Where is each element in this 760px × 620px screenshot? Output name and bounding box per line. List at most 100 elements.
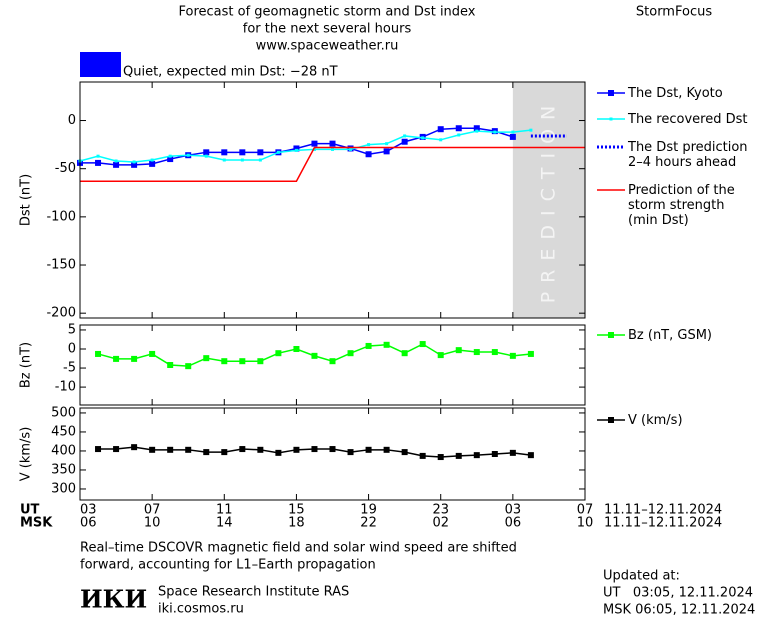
point [311, 140, 318, 147]
institute: Space Research Institute RAS [158, 585, 349, 600]
y-tick-label: -100 [46, 209, 76, 224]
point [221, 149, 228, 156]
point [149, 350, 156, 357]
point [294, 148, 298, 152]
site: iki.cosmos.ru [158, 602, 244, 617]
x-tick-label: 15 [288, 503, 305, 518]
point [509, 352, 516, 359]
point [203, 355, 210, 362]
point [475, 129, 479, 133]
point [114, 159, 118, 163]
plot-frame [79, 407, 586, 501]
point [383, 341, 390, 348]
point [221, 358, 228, 365]
point [347, 449, 354, 456]
point [131, 161, 138, 168]
point [473, 452, 480, 459]
point [383, 148, 390, 155]
point [473, 125, 480, 132]
point [491, 349, 498, 356]
y-tick-label: -5 [63, 361, 76, 376]
point [185, 446, 192, 453]
point [455, 452, 462, 459]
point [185, 363, 192, 370]
title-line: for the next several hours [243, 22, 412, 37]
point [509, 449, 516, 456]
x-tick-label: 02 [432, 516, 449, 531]
status-swatch [80, 52, 121, 77]
point [113, 446, 120, 453]
point [365, 446, 372, 453]
y-axis-label: Dst (nT) [19, 174, 34, 226]
x-tick-label: 03 [505, 503, 522, 518]
legend-label: V (km/s) [628, 413, 683, 428]
point [511, 130, 515, 134]
point [95, 446, 102, 453]
plot-frame [79, 81, 586, 319]
x-tick-label: 03 [80, 503, 97, 518]
point [385, 142, 389, 146]
y-tick-label: 400 [51, 443, 76, 458]
prediction-region [512, 82, 585, 318]
x-tick-label: 19 [360, 503, 377, 518]
point [329, 358, 336, 365]
point [222, 158, 226, 162]
point [96, 154, 100, 158]
point [439, 138, 443, 142]
legend-marker [608, 90, 614, 96]
point [275, 350, 282, 357]
y-tick-label: 350 [51, 462, 76, 477]
point [95, 350, 102, 357]
point [257, 149, 264, 156]
legend-label: Prediction of the storm strength (min Dst) [628, 183, 735, 228]
plot-frame [79, 324, 586, 406]
legend-marker [608, 332, 614, 338]
point [365, 151, 372, 158]
point [204, 154, 208, 158]
point [132, 160, 136, 164]
point [401, 449, 408, 456]
point [258, 158, 262, 162]
point [401, 138, 408, 145]
legend-label: The Dst, Kyoto [627, 86, 723, 101]
series-line [80, 146, 585, 182]
x-tick-label: 07 [577, 503, 594, 518]
point [509, 133, 516, 140]
point [149, 446, 156, 453]
point [239, 149, 246, 156]
point [131, 355, 138, 362]
y-axis-label: V (km/s) [19, 427, 34, 482]
point [473, 349, 480, 356]
x-tick-label: 11 [216, 503, 233, 518]
point [437, 352, 444, 359]
msk-label: MSK [20, 516, 53, 531]
point [455, 125, 462, 132]
x-tick-label: 18 [288, 516, 305, 531]
point [493, 130, 497, 134]
x-tick-label: 22 [360, 516, 377, 531]
point [383, 446, 390, 453]
brand: StormFocus [636, 5, 712, 20]
point [527, 350, 534, 357]
point [239, 446, 246, 453]
point [311, 446, 318, 453]
updated: MSK 06:05, 12.11.2024 [603, 603, 755, 618]
updated: Updated at: [603, 569, 680, 584]
y-tick-label: 0 [68, 342, 76, 357]
point [113, 161, 120, 168]
point [367, 143, 371, 147]
date-range: 11.11–12.11.2024 [604, 516, 722, 531]
point [293, 446, 300, 453]
updated: UT 03:05, 12.11.2024 [603, 586, 753, 601]
point [131, 444, 138, 451]
point [293, 145, 300, 152]
x-tick-label: 06 [80, 516, 97, 531]
legend-label: The Dst prediction 2–4 hours ahead [627, 140, 748, 170]
point [349, 147, 353, 151]
point [457, 133, 461, 137]
panel: 500 450 400 350 300 V (km/s) [19, 405, 625, 501]
point [455, 347, 462, 354]
y-tick-label: -50 [55, 161, 76, 176]
y-tick-label: 5 [68, 322, 76, 337]
legend-marker [608, 417, 614, 423]
